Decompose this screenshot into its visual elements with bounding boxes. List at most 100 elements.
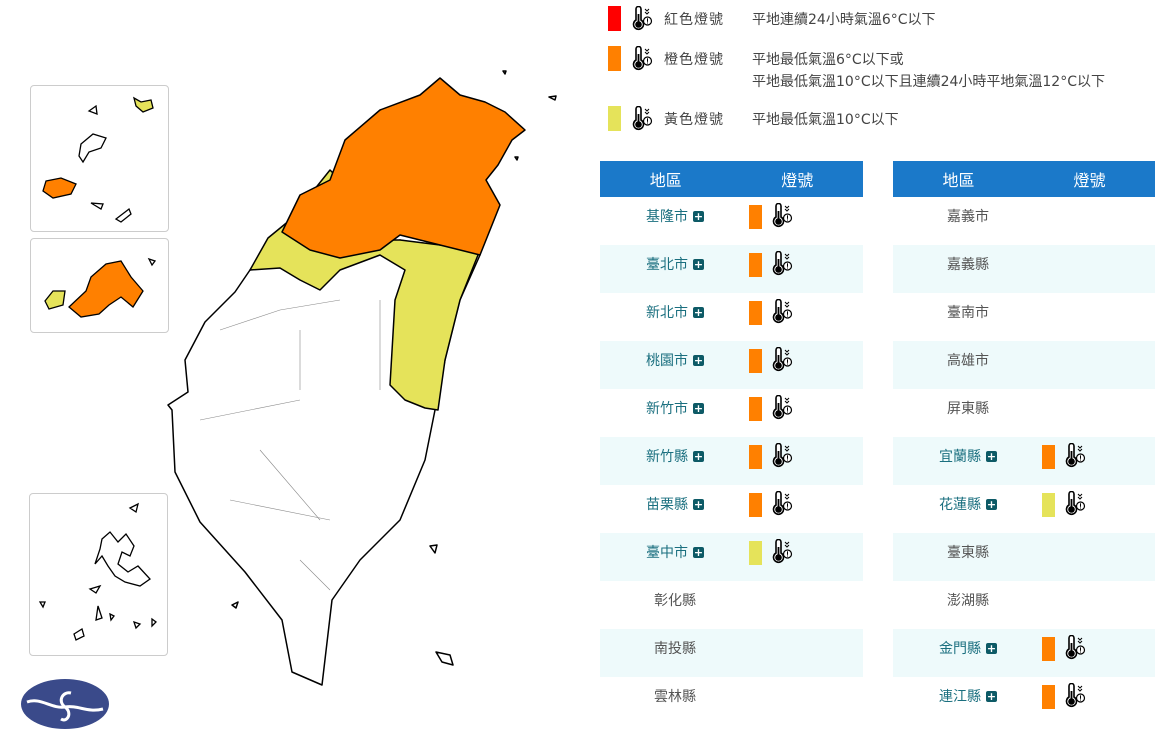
- table-row: 新竹縣 +: [600, 437, 863, 485]
- expand-plus-icon[interactable]: +: [693, 402, 704, 415]
- legend-desc-line: 平地連續24小時氣溫6°C以下: [752, 12, 936, 28]
- signal-swatch: [749, 541, 762, 565]
- table-row: 桃園市 +: [600, 341, 863, 389]
- expand-plus-icon[interactable]: +: [986, 450, 997, 463]
- region-link[interactable]: 宜蘭縣 +: [893, 446, 1043, 466]
- region-name: 新竹市: [646, 401, 688, 417]
- region-name: 嘉義市: [947, 209, 989, 225]
- region-name: 金門縣: [939, 641, 981, 657]
- signal-swatch: [1042, 637, 1055, 661]
- header-region: 地區: [649, 171, 682, 190]
- region-name: 宜蘭縣: [939, 449, 981, 465]
- region-link[interactable]: 新竹縣 +: [600, 446, 750, 466]
- expand-plus-icon[interactable]: +: [693, 546, 704, 559]
- expand-plus-icon[interactable]: +: [986, 642, 997, 655]
- table-row: 澎湖縣: [893, 581, 1155, 629]
- region-link[interactable]: 金門縣 +: [893, 638, 1043, 658]
- thermometer-icon: [772, 538, 793, 564]
- taiwan-map: [167, 70, 557, 686]
- region-name: 高雄市: [947, 353, 989, 369]
- signal-swatch: [749, 349, 762, 373]
- signal-swatch: [749, 445, 762, 469]
- thermometer-icon: [772, 394, 793, 420]
- expand-plus-icon[interactable]: +: [693, 354, 704, 367]
- table-row: 基隆市 +: [600, 197, 863, 245]
- signal-swatch: [1042, 685, 1055, 709]
- region-link[interactable]: 新北市 +: [600, 302, 750, 322]
- table-row: 南投縣: [600, 629, 863, 677]
- thermometer-icon: [1065, 490, 1086, 516]
- signal-swatch: [749, 301, 762, 325]
- thermometer-icon: [632, 105, 653, 131]
- expand-plus-icon[interactable]: +: [693, 258, 704, 271]
- expand-plus-icon[interactable]: +: [693, 498, 704, 511]
- header-region: 地區: [942, 171, 975, 190]
- table-row: 高雄市: [893, 341, 1155, 389]
- region-name: 花蓮縣: [939, 497, 981, 513]
- table-row: 彰化縣: [600, 581, 863, 629]
- legend-desc: 平地最低氣溫6°C以下或 平地最低氣溫10°C以下且連續24小時平地氣溫12°C以…: [752, 49, 1105, 93]
- legend-desc-line: 平地最低氣溫10°C以下且連續24小時平地氣溫12°C以下: [752, 74, 1105, 90]
- thermometer-icon: [772, 202, 793, 228]
- table-row: 嘉義縣: [893, 245, 1155, 293]
- expand-plus-icon[interactable]: +: [693, 210, 704, 223]
- header-signal: 燈號: [1073, 171, 1106, 190]
- region-name: 桃園市: [646, 353, 688, 369]
- region-name: 澎湖縣: [947, 593, 989, 609]
- table-row: 臺北市 +: [600, 245, 863, 293]
- region-link[interactable]: 臺中市 +: [600, 542, 750, 562]
- region-name: 屏東縣: [947, 401, 989, 417]
- table-row: 雲林縣: [600, 677, 863, 725]
- thermometer-icon: [1065, 634, 1086, 660]
- legend-name: 橙色燈號: [664, 52, 724, 68]
- region-name: 彰化縣: [654, 593, 696, 609]
- region-link[interactable]: 連江縣 +: [893, 686, 1043, 706]
- legend-name: 紅色燈號: [664, 12, 724, 28]
- cwa-logo: [21, 679, 109, 729]
- legend-desc-line: 平地最低氣溫10°C以下: [752, 112, 899, 128]
- table-row: 金門縣 +: [893, 629, 1155, 677]
- region-link[interactable]: 臺北市 +: [600, 254, 750, 274]
- region-name: 嘉義縣: [947, 257, 989, 273]
- inset-penghu: [29, 493, 168, 656]
- region-link[interactable]: 基隆市 +: [600, 206, 750, 226]
- inset-kinmen: [30, 238, 169, 333]
- expand-plus-icon[interactable]: +: [693, 450, 704, 463]
- table-row: 苗栗縣 +: [600, 485, 863, 533]
- signal-swatch: [1042, 493, 1055, 517]
- table-row: 臺東縣: [893, 533, 1155, 581]
- thermometer-icon: [772, 298, 793, 324]
- map-orange-region: [281, 77, 526, 259]
- legend-desc: 平地連續24小時氣溫6°C以下: [752, 9, 936, 31]
- region-name: 南投縣: [654, 641, 696, 657]
- expand-plus-icon[interactable]: +: [693, 306, 704, 319]
- thermometer-icon: [772, 490, 793, 516]
- table-row: 花蓮縣 +: [893, 485, 1155, 533]
- region-name: 基隆市: [646, 209, 688, 225]
- region-link[interactable]: 桃園市 +: [600, 350, 750, 370]
- signal-swatch: [749, 253, 762, 277]
- region-link[interactable]: 苗栗縣 +: [600, 494, 750, 514]
- region-name: 臺中市: [646, 545, 688, 561]
- region-link[interactable]: 花蓮縣 +: [893, 494, 1043, 514]
- inset-matsu: [30, 85, 169, 232]
- table-row: 宜蘭縣 +: [893, 437, 1155, 485]
- thermometer-icon: [772, 442, 793, 468]
- table-header: 地區 燈號: [893, 161, 1155, 197]
- expand-plus-icon[interactable]: +: [986, 498, 997, 511]
- region-link[interactable]: 新竹市 +: [600, 398, 750, 418]
- legend-swatch: [608, 46, 621, 71]
- table-row: 臺中市 +: [600, 533, 863, 581]
- legend-swatch: [608, 106, 621, 131]
- signal-swatch: [749, 205, 762, 229]
- region-table-left: 地區 燈號 基隆市 + 臺北市 + 新北市 + 桃園市 + 新竹市 + 新竹縣 + 苗栗縣 + 臺中市 + 彰化…: [600, 161, 863, 725]
- region-name: 苗栗縣: [646, 497, 688, 513]
- expand-plus-icon[interactable]: +: [986, 690, 997, 703]
- table-row: 連江縣 +: [893, 677, 1155, 725]
- region-name: 臺南市: [947, 305, 989, 321]
- region-name: 臺北市: [646, 257, 688, 273]
- region-name: 新北市: [646, 305, 688, 321]
- thermometer-icon: [772, 346, 793, 372]
- table-row: 新竹市 +: [600, 389, 863, 437]
- region-name: 雲林縣: [654, 689, 696, 705]
